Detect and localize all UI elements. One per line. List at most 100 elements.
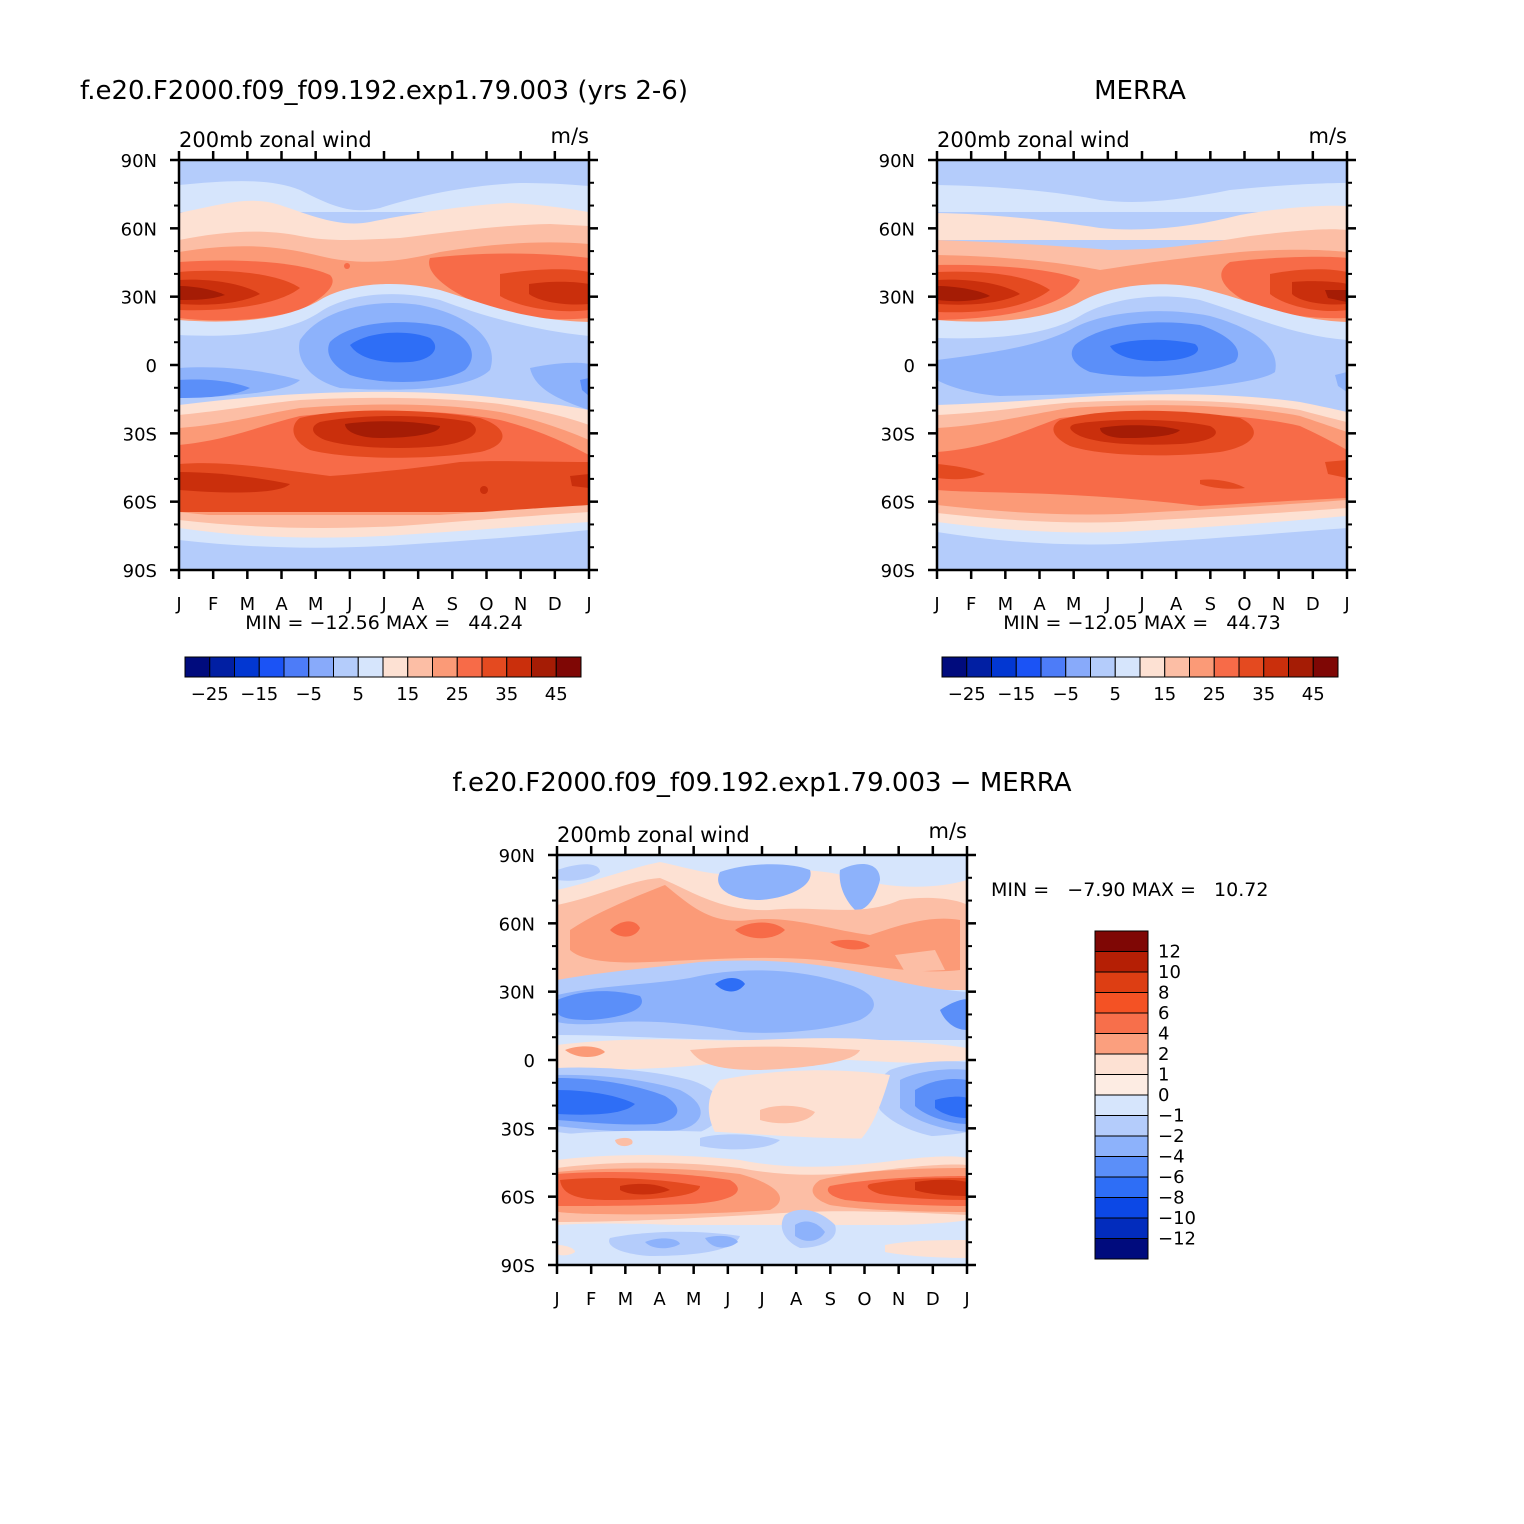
panel-merra-stats: MIN = −12.05 MAX = 44.73 — [1003, 612, 1280, 634]
x-tick-label: M — [1066, 594, 1082, 615]
panel-model-field — [179, 160, 589, 570]
colorbar-box — [1094, 1238, 1149, 1260]
panel-model-subtitle: 200mb zonal wind — [179, 128, 372, 152]
y-tick-label: 60S — [501, 1188, 535, 1209]
colorbar-label: −15 — [997, 684, 1035, 705]
x-tick-label: N — [514, 594, 527, 615]
panel-diff-title: f.e20.F2000.f09_f09.192.exp1.79.003 − ME… — [452, 768, 1071, 798]
colorbar-box — [1114, 656, 1141, 678]
panel-diff-field — [557, 855, 967, 1265]
colorbar-box — [1094, 930, 1149, 952]
x-tick-label: J — [724, 1289, 730, 1310]
y-tick-label: 60S — [123, 493, 157, 514]
y-tick-label: 0 — [524, 1051, 535, 1072]
colorbar-box — [1065, 656, 1091, 678]
colorbar-label: −4 — [1158, 1147, 1185, 1168]
x-tick-label: J — [175, 594, 181, 615]
colorbar-label: −2 — [1158, 1126, 1185, 1147]
y-tick-label: 90S — [881, 561, 915, 582]
colorbar-label: 15 — [396, 684, 419, 705]
y-tick-label: 90N — [499, 846, 535, 867]
y-tick-label: 60N — [879, 219, 915, 240]
colorbar-box — [1094, 1115, 1149, 1137]
x-tick-label: M — [618, 1289, 634, 1310]
colorbar-label: 35 — [495, 684, 518, 705]
colorbar-label: −25 — [191, 684, 229, 705]
colorbar-label: −1 — [1158, 1106, 1185, 1127]
x-tick-label: O — [479, 594, 493, 615]
y-tick-label: 90N — [121, 151, 157, 172]
x-tick-label: D — [926, 1289, 940, 1310]
panel-model-stats: MIN = −12.56 MAX = 44.24 — [245, 612, 522, 634]
colorbar-label: 45 — [1302, 684, 1325, 705]
colorbar-box — [1094, 1217, 1149, 1239]
x-tick-label: N — [1272, 594, 1285, 615]
colorbar-label: −25 — [948, 684, 986, 705]
panel-diff-units: m/s — [929, 819, 967, 843]
colorbar-box — [1189, 656, 1215, 678]
y-tick-label: 0 — [146, 356, 157, 377]
x-tick-label: J — [380, 594, 386, 615]
colorbar-label: 35 — [1252, 684, 1275, 705]
colorbar-label: −6 — [1158, 1167, 1185, 1188]
colorbar-label: −5 — [1052, 684, 1079, 705]
x-tick-label: D — [548, 594, 562, 615]
panel-model-title: f.e20.F2000.f09_f09.192.exp1.79.003 (yrs… — [80, 76, 688, 106]
colorbar-box — [308, 656, 334, 678]
x-tick-label: A — [412, 594, 425, 615]
x-tick-label: A — [790, 1289, 803, 1310]
x-tick-label: S — [1205, 594, 1216, 615]
y-tick-label: 0 — [904, 356, 915, 377]
colorbar-box — [1094, 1176, 1149, 1198]
x-tick-label: M — [308, 594, 324, 615]
y-tick-label: 90S — [123, 561, 157, 582]
colorbar-box — [456, 656, 483, 678]
panel-merra-title: MERRA — [1094, 76, 1186, 106]
colorbar-box — [1094, 992, 1149, 1014]
colorbar-label: 5 — [353, 684, 364, 705]
colorbar-box — [1094, 971, 1149, 993]
colorbar-label: 6 — [1158, 1003, 1169, 1024]
colorbar-label: 45 — [545, 684, 568, 705]
panel-model-colorbar: −25 −15 −5 5 15 25 35 45 — [184, 656, 582, 705]
colorbar-box — [1164, 656, 1190, 678]
colorbar-box — [1094, 1053, 1149, 1075]
colorbar-box — [1139, 656, 1166, 678]
x-tick-label: F — [966, 594, 976, 615]
x-tick-label: F — [208, 594, 218, 615]
y-tick-label: 90S — [501, 1256, 535, 1277]
x-tick-label: J — [963, 1289, 969, 1310]
x-tick-label: A — [653, 1289, 666, 1310]
x-tick-label: J — [1104, 594, 1110, 615]
x-tick-label: D — [1306, 594, 1320, 615]
colorbar-box — [1040, 656, 1067, 678]
colorbar-box — [234, 656, 260, 678]
x-tick-label: A — [1170, 594, 1183, 615]
x-tick-label: J — [346, 594, 352, 615]
x-tick-label: J — [1343, 594, 1349, 615]
colorbar-label: 5 — [1110, 684, 1121, 705]
colorbar-box — [1238, 656, 1265, 678]
colorbar-box — [1015, 656, 1042, 678]
y-tick-label: 60N — [499, 914, 535, 935]
y-tick-label: 30S — [881, 424, 915, 445]
colorbar-box — [1094, 1033, 1149, 1055]
colorbar-box — [1094, 1094, 1149, 1116]
colorbar-box — [333, 656, 359, 678]
x-tick-label: F — [586, 1289, 596, 1310]
colorbar-box — [481, 656, 508, 678]
x-tick-label: A — [1033, 594, 1046, 615]
colorbar-box — [382, 656, 409, 678]
colorbar-box — [184, 656, 211, 678]
x-tick-label: S — [447, 594, 458, 615]
colorbar-box — [209, 656, 235, 678]
panel-merra-colorbar: −25 −15 −5 5 15 25 35 45 — [941, 656, 1339, 705]
x-tick-label: J — [1138, 594, 1144, 615]
panel-model-units: m/s — [551, 124, 589, 148]
panel-merra-field — [937, 160, 1347, 570]
panel-diff-subtitle: 200mb zonal wind — [557, 823, 750, 847]
